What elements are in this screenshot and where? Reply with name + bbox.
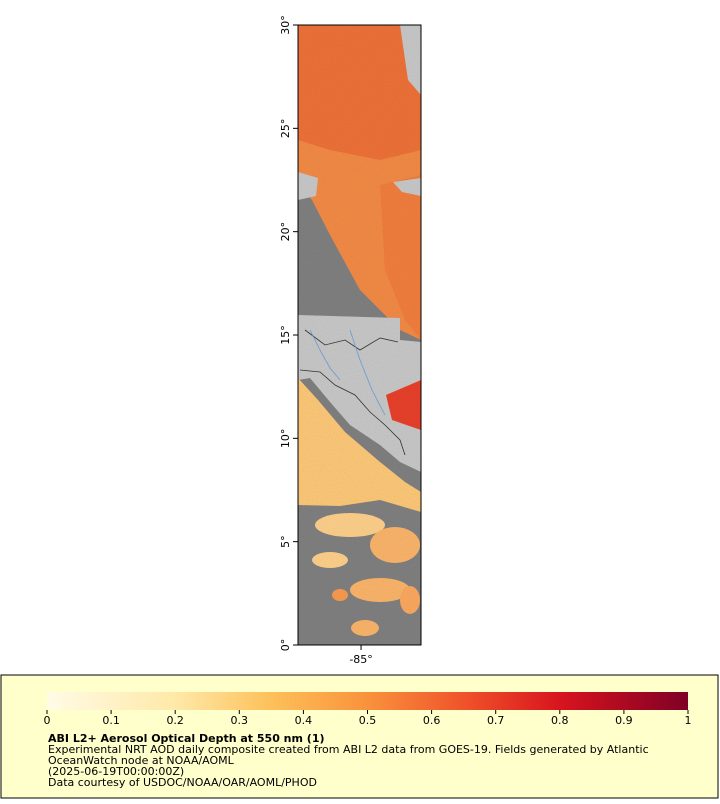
colorbar-tick-label: 0.6 (423, 714, 441, 727)
y-tick-label: 10° (279, 429, 292, 449)
map-axes: 0° 5° 10° 15° 20° 25° 30° -85° (279, 15, 373, 666)
colorbar-tick-label: 0.9 (615, 714, 633, 727)
y-tick-label: 25° (279, 119, 292, 139)
legend-line: Data courtesy of USDOC/NOAA/OAR/AOML/PHO… (48, 776, 317, 789)
legend-line: Experimental NRT AOD daily composite cre… (48, 743, 649, 756)
colorbar-tick-label: 0.7 (487, 714, 505, 727)
y-tick-label: 20° (279, 222, 292, 242)
colorbar-tick-label: 0.8 (551, 714, 569, 727)
legend-line: (2025-06-19T00:00:00Z) (48, 765, 184, 778)
y-tick-label: 5° (279, 535, 292, 548)
colorbar-tick-label: 0.3 (231, 714, 249, 727)
legend-title: ABI L2+ Aerosol Optical Depth at 550 nm … (48, 732, 325, 745)
map-image (298, 25, 421, 645)
colorbar-ticks: 0 0.1 0.2 0.3 0.4 0.5 0.6 0.7 0.8 0.9 1 (44, 710, 692, 727)
x-tick-label: -85° (349, 653, 372, 666)
colorbar-tick-label: 0.2 (166, 714, 184, 727)
colorbar-tick-label: 0 (44, 714, 51, 727)
y-tick-label: 0° (279, 639, 292, 652)
y-tick-label: 15° (279, 325, 292, 345)
colorbar-tick-label: 1 (685, 714, 692, 727)
colorbar-tick-label: 0.1 (102, 714, 120, 727)
colorbar-tick-label: 0.5 (359, 714, 377, 727)
colorbar (47, 692, 688, 710)
legend-line: OceanWatch node at NOAA/AOML (48, 754, 235, 767)
y-tick-label: 30° (279, 15, 292, 35)
colorbar-tick-label: 0.4 (295, 714, 313, 727)
